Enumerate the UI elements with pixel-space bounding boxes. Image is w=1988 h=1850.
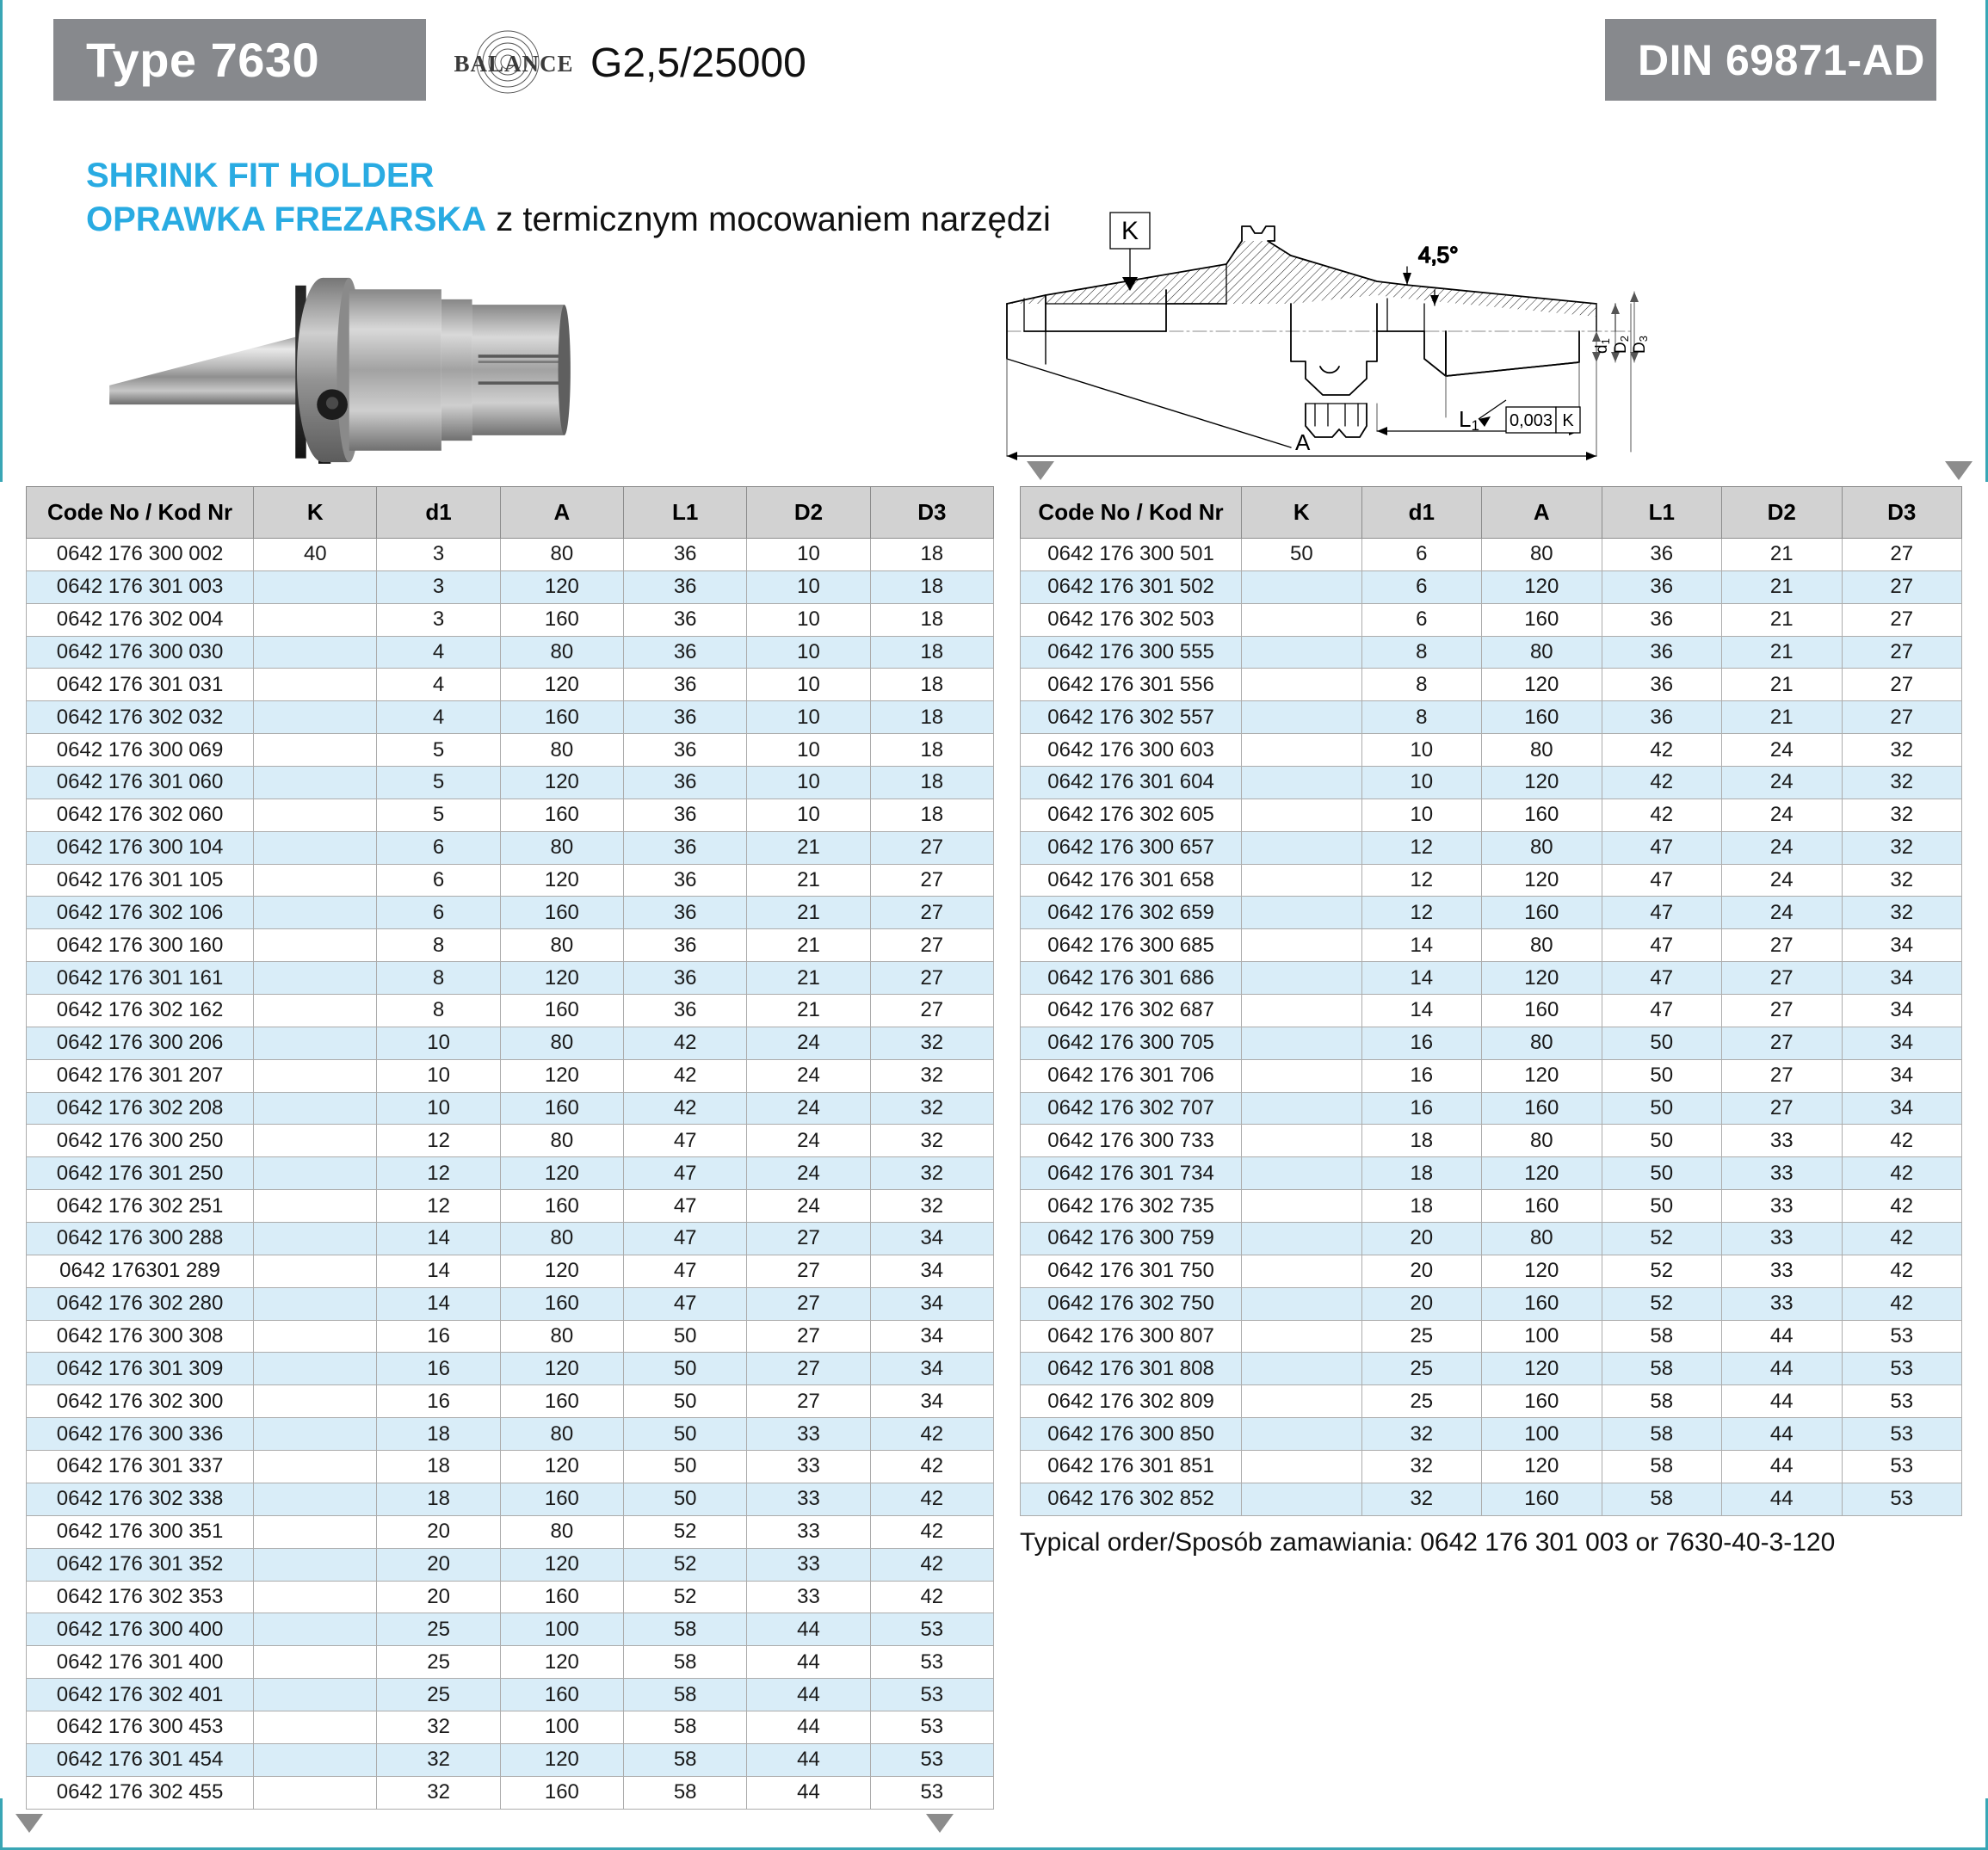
svg-text:K: K [1562,411,1574,430]
svg-text:A: A [1295,429,1311,455]
svg-text:D3: D3 [1631,336,1650,354]
svg-text:4,5°: 4,5° [1418,242,1459,268]
svg-text:L1: L1 [1459,406,1479,434]
svg-text:K: K [1121,217,1139,245]
svg-text:0,003: 0,003 [1510,411,1553,430]
svg-text:D2: D2 [1612,336,1631,354]
